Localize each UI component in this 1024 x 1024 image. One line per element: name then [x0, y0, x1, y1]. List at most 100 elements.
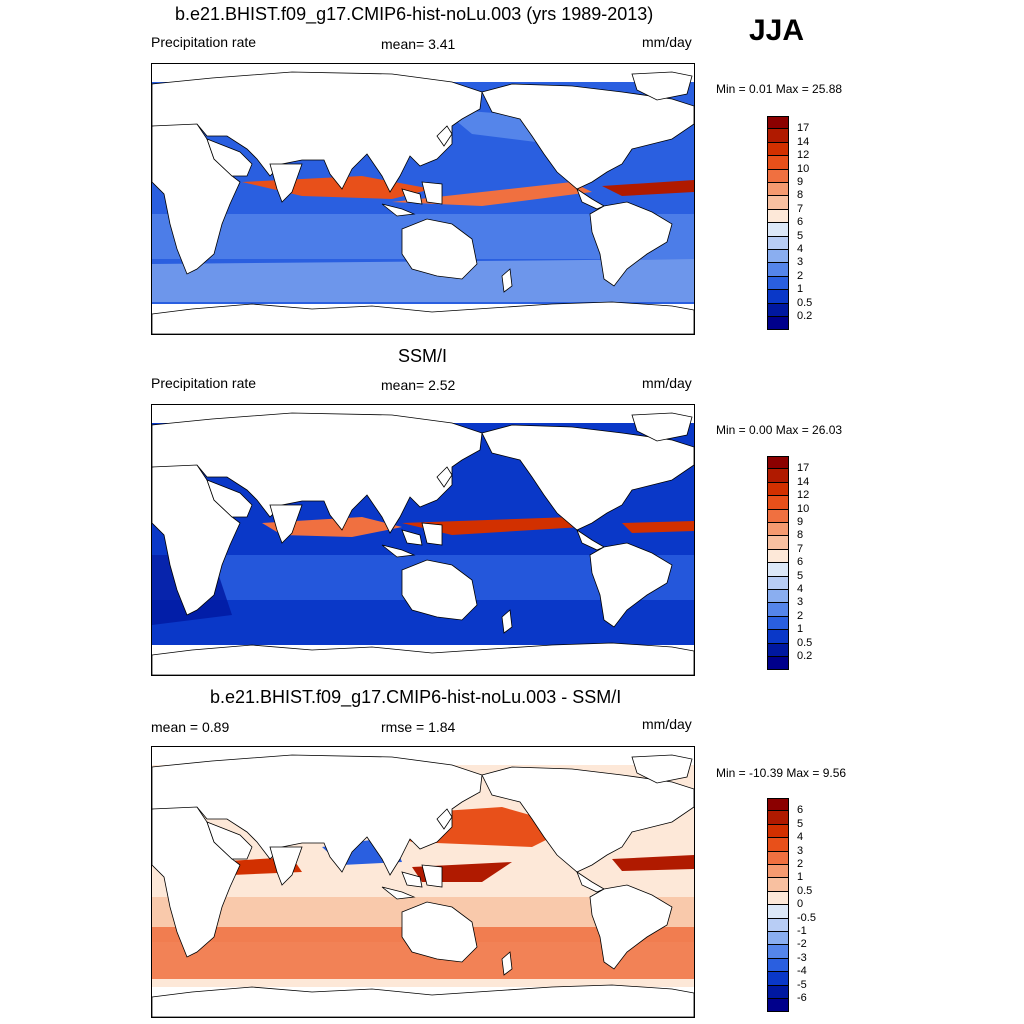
- coastline: [401, 901, 478, 963]
- colorbar-swatch: [767, 616, 789, 631]
- coastline: [152, 984, 694, 1017]
- coastline: [206, 138, 253, 177]
- colorbar-tick-label: 9: [797, 176, 804, 188]
- coastline: [152, 642, 694, 675]
- colorbar-tick-label: -6: [797, 992, 807, 1004]
- colorbar-swatch: [767, 469, 789, 483]
- panel1-mean-label: mean= 3.41: [381, 36, 456, 52]
- panel2-title: SSM/I: [398, 346, 448, 366]
- panel1-variable-label: Precipitation rate: [151, 34, 257, 50]
- panel1-precip-map: [151, 63, 695, 335]
- panel3-units-label: mm/day: [642, 716, 692, 732]
- panel1-minmax-label: Min = 0.01 Max = 25.88: [716, 82, 843, 96]
- colorbar-swatch: [767, 590, 789, 604]
- colorbar-tick-label: 5: [797, 569, 804, 582]
- panel3-title: b.e21.BHIST.f09_g17.CMIP6-hist-noLu.003 …: [210, 687, 622, 707]
- colorbar-swatch: [767, 576, 789, 590]
- colorbar-swatch: [767, 456, 789, 470]
- colorbar-tick-label: 7: [797, 202, 804, 215]
- colorbar-swatch: [767, 129, 789, 143]
- colorbar-swatch: [767, 838, 789, 852]
- colorbar-tick-label: 2: [797, 609, 804, 622]
- coastline: [401, 559, 478, 621]
- colorbar-swatch: [767, 276, 789, 291]
- colorbar-tick-label: 0.5: [797, 636, 813, 649]
- precip-feature: [152, 259, 694, 302]
- colorbar-tick-label: 3: [797, 256, 804, 269]
- colorbar-swatch: [767, 250, 789, 264]
- colorbar-swatch: [767, 851, 789, 865]
- colorbar-tick-label: 12: [797, 489, 810, 502]
- coastline: [589, 201, 673, 287]
- coastline: [501, 951, 513, 976]
- colorbar-tick-label: 2: [797, 858, 804, 870]
- colorbar-tick-label: 8: [797, 529, 804, 542]
- coastline: [152, 462, 241, 616]
- coastline: [152, 301, 694, 334]
- colorbar-tick-label: 0: [797, 898, 804, 911]
- colorbar-swatch: [767, 156, 789, 170]
- colorbar-tick-label: 10: [797, 162, 810, 175]
- coastline: [206, 821, 253, 860]
- precip-feature: [612, 855, 694, 871]
- map-canvas: [152, 71, 694, 334]
- colorbar-tick-label: 17: [797, 122, 810, 135]
- coastline: [152, 121, 241, 275]
- colorbar-tick-label: -2: [797, 938, 807, 951]
- season-label: JJA: [749, 14, 805, 47]
- precip-feature: [262, 517, 402, 537]
- colorbar-swatch: [767, 932, 789, 946]
- panel1-units-label: mm/day: [642, 34, 692, 50]
- coastline: [576, 187, 605, 210]
- colorbar-tick-label: 1: [797, 871, 804, 884]
- coastline: [401, 218, 478, 280]
- colorbar-swatch: [767, 482, 789, 497]
- colorbar-swatch: [767, 142, 789, 157]
- coastline: [269, 163, 303, 203]
- colorbar-tick-label: 2: [797, 269, 804, 282]
- colorbar-outline: [767, 456, 789, 671]
- colorbar-tick-label: 6: [797, 216, 804, 229]
- colorbar-swatch: [767, 263, 789, 277]
- coastline: [436, 466, 453, 488]
- colorbar-swatch: [767, 811, 789, 825]
- colorbar-swatch: [767, 985, 789, 999]
- colorbar-tick-label: 4: [797, 243, 804, 255]
- colorbar-swatch: [767, 603, 789, 617]
- colorbar-tick-label: -1: [797, 925, 807, 937]
- colorbar-swatch: [767, 891, 789, 906]
- map-canvas: [152, 412, 694, 675]
- colorbar-tick-label: 4: [797, 583, 804, 595]
- panel3-minmax-label: Min = -10.39 Max = 9.56: [716, 766, 847, 780]
- colorbar-swatch: [767, 798, 789, 812]
- colorbar-tick-label: 6: [797, 804, 804, 817]
- colorbar-tick-label: 17: [797, 462, 810, 475]
- coastline: [152, 754, 483, 876]
- colorbar-tick-label: 3: [797, 596, 804, 609]
- colorbar-swatch: [767, 824, 789, 839]
- colorbar-tick-label: 5: [797, 229, 804, 242]
- colorbar-tick-label: -0.5: [797, 911, 816, 924]
- colorbar-tick-label: -4: [797, 965, 807, 978]
- coastline: [381, 864, 443, 900]
- map-canvas: [152, 754, 694, 1017]
- colorbar-tick-label: 0.5: [797, 296, 813, 309]
- panel3-mean-label: mean = 0.89: [151, 719, 230, 735]
- coastline: [576, 528, 605, 551]
- colorbar-outline: [767, 798, 789, 1013]
- colorbar-tick-label: 0.2: [797, 310, 813, 322]
- colorbar-swatch: [767, 196, 789, 210]
- coastline: [152, 71, 483, 193]
- colorbar-swatch: [767, 878, 789, 892]
- colorbar-swatch: [767, 209, 789, 224]
- coastline: [631, 412, 693, 442]
- colorbar-tick-label: 10: [797, 502, 810, 515]
- colorbar-tick-label: 8: [797, 189, 804, 202]
- colorbar-swatch: [767, 630, 789, 644]
- colorbar-swatch: [767, 509, 789, 523]
- coastline: [589, 884, 673, 970]
- panel1-title: b.e21.BHIST.f09_g17.CMIP6-hist-noLu.003 …: [175, 4, 654, 24]
- colorbar-swatch: [767, 563, 789, 577]
- coastline: [481, 83, 694, 190]
- colorbar-swatch: [767, 223, 789, 237]
